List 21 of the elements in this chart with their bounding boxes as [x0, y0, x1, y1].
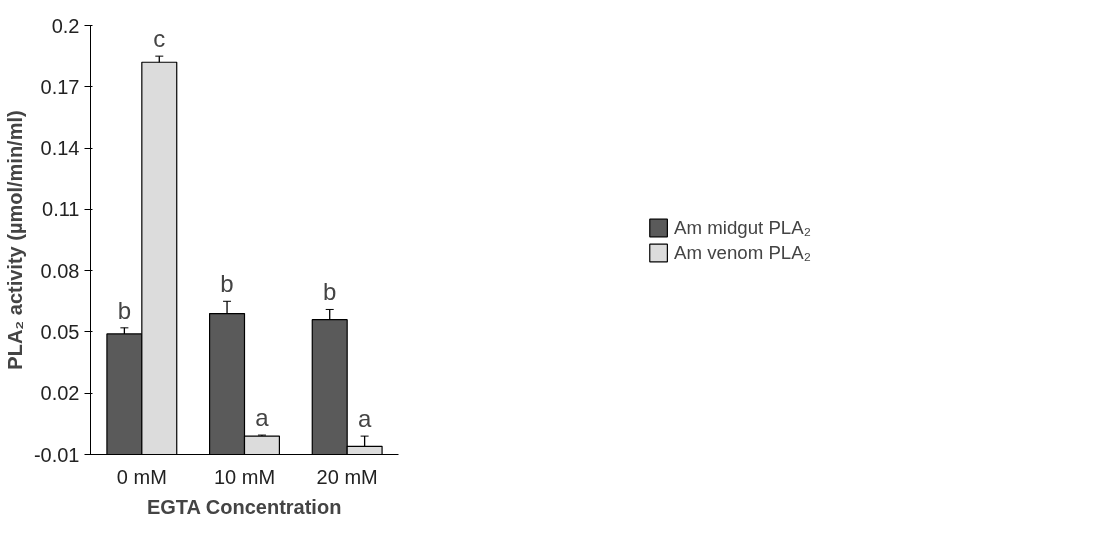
annotation: b: [117, 296, 132, 324]
x-tick-label: 0 mM: [116, 465, 167, 488]
y-tick-label: -0.01: [33, 443, 80, 466]
y-axis-title: PLA₂ activity (µmol/min/ml): [3, 110, 26, 370]
x-tick-label: 10 mM: [213, 465, 276, 488]
y-tick-label: 0.05: [40, 320, 80, 343]
y-tick-label: 0.17: [40, 75, 80, 98]
annotation: b: [323, 278, 337, 306]
annotation: a: [357, 405, 372, 433]
y-tick-label: 0.02: [40, 382, 80, 405]
x-axis-title: EGTA Concentration: [146, 495, 342, 518]
annotation: b: [220, 270, 234, 298]
legend-label: Am venom PLA₂: [674, 241, 811, 263]
annotation: a: [255, 404, 270, 432]
annotation: c: [153, 25, 166, 53]
legend-label: Am midgut PLA₂: [674, 216, 811, 238]
y-tick-label: 0.2: [51, 14, 80, 37]
y-tick-label: 0.14: [40, 137, 80, 160]
x-tick-label: 20 mM: [316, 465, 378, 488]
y-tick-label: 0.11: [42, 198, 80, 221]
y-tick-label: 0.08: [40, 259, 80, 282]
